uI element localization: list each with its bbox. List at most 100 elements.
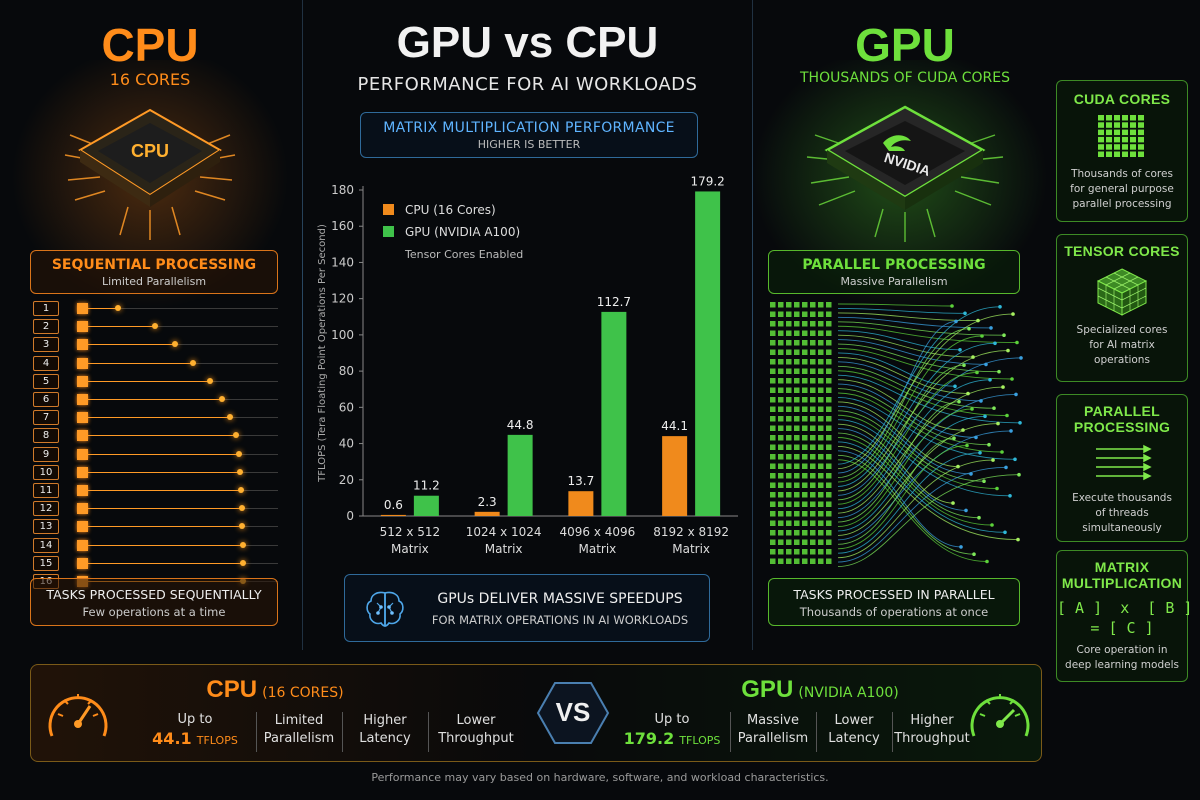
cpu-processing-box: SEQUENTIAL PROCESSING Limited Parallelis… <box>30 250 278 294</box>
thread-dot <box>982 479 986 483</box>
thread-line <box>837 454 975 555</box>
side-card-desc-1: Core operation in <box>1076 644 1168 656</box>
thread-dot <box>975 370 979 375</box>
core-square <box>818 387 824 393</box>
cuda-core-square <box>1098 151 1104 157</box>
cuda-core-square <box>1106 144 1112 150</box>
core-square <box>794 482 800 488</box>
thread-dot <box>951 501 955 505</box>
core-square <box>778 482 784 488</box>
x-tick-label: 4096 x 4096 <box>559 525 635 539</box>
cuda-core-square <box>1114 129 1120 136</box>
task-number: 5 <box>33 373 59 389</box>
core-square <box>786 492 792 498</box>
task-square <box>77 448 88 460</box>
task-number: 10 <box>33 464 59 480</box>
task-progress-line <box>88 544 243 546</box>
task-progress-line <box>88 508 242 510</box>
insight-box: GPUs DELIVER MASSIVE SPEEDUPS FOR MATRIX… <box>344 574 710 642</box>
chart-heading-box: MATRIX MULTIPLICATION PERFORMANCE HIGHER… <box>360 112 698 158</box>
core-square <box>770 378 776 384</box>
cuda-core-square <box>1106 151 1112 157</box>
cuda-grid-icon <box>1098 115 1144 157</box>
stat-line: Latency <box>828 731 880 746</box>
side-card-desc-3: parallel processing <box>1072 198 1172 210</box>
core-square <box>818 435 824 441</box>
core-square <box>826 454 832 460</box>
core-square <box>778 530 784 536</box>
stat-line: Lower <box>456 713 496 728</box>
summary-cpu-title: CPU <box>206 676 258 703</box>
task-number: 11 <box>33 483 59 498</box>
core-square <box>810 416 816 422</box>
legend-swatch <box>383 204 394 215</box>
core-square <box>826 359 832 365</box>
summary-gpu-value: 179.2 <box>623 729 675 748</box>
core-square <box>770 397 776 403</box>
task-dot <box>236 450 242 457</box>
core-square <box>770 387 776 393</box>
summary-gpu-unit: TFLOPS <box>679 734 721 747</box>
thread-dot <box>964 508 968 513</box>
core-square <box>770 416 776 422</box>
side-card-desc-1: Thousands of cores <box>1071 168 1173 180</box>
task-square <box>77 430 88 442</box>
gpu-footer-box: TASKS PROCESSED IN PARALLEL Thousands of… <box>768 578 1020 626</box>
cpu-title: CPU <box>101 19 199 71</box>
core-square <box>826 492 832 498</box>
x-tick-label: Matrix <box>485 542 523 556</box>
thread-line <box>837 303 953 307</box>
thread-dot <box>1014 392 1018 397</box>
thread-line <box>837 342 996 487</box>
bar-value-label: 112.7 <box>597 295 631 309</box>
core-square <box>794 340 800 346</box>
gpu-gauge-icon <box>970 694 1030 737</box>
cpu-bar <box>380 514 406 516</box>
thread-line <box>837 445 1019 541</box>
core-square <box>794 530 800 536</box>
task-dot <box>233 432 239 439</box>
core-square <box>810 492 816 498</box>
core-square <box>818 444 824 450</box>
task-number: 15 <box>33 555 59 571</box>
thread-line <box>837 352 956 387</box>
task-dot <box>152 323 158 330</box>
thread-line <box>837 408 973 527</box>
gpu-bar <box>413 495 439 516</box>
core-square <box>810 359 816 365</box>
core-square <box>818 378 824 384</box>
core-square <box>818 558 824 564</box>
thread-line <box>837 335 983 483</box>
task-square <box>77 339 88 351</box>
stat-line: Lower <box>834 713 874 728</box>
x-tick-label: Matrix <box>672 542 710 556</box>
bar-value-label: 44.1 <box>661 419 688 433</box>
core-square <box>794 406 800 412</box>
core-square <box>802 330 808 336</box>
core-square <box>818 368 824 374</box>
thread-dot <box>1018 421 1022 425</box>
separator <box>256 712 257 752</box>
core-square <box>818 482 824 488</box>
parallel-arrows-icon <box>1096 444 1152 481</box>
bar-value-label: 179.2 <box>690 174 724 188</box>
thread-dot <box>977 515 981 520</box>
core-square <box>778 330 784 336</box>
core-square <box>778 378 784 384</box>
core-square <box>810 473 816 479</box>
y-tick-label: 180 <box>331 183 354 197</box>
core-square <box>778 492 784 498</box>
core-square <box>826 444 832 450</box>
cuda-core-square <box>1122 151 1128 157</box>
task-progress-line <box>88 399 222 400</box>
cuda-core-square <box>1138 122 1144 128</box>
legend-note: Tensor Cores Enabled <box>404 248 523 261</box>
core-square <box>818 416 824 422</box>
thread-line <box>837 474 1020 567</box>
thread-line <box>837 357 1022 496</box>
thread-dot <box>1000 450 1004 454</box>
core-square <box>770 359 776 365</box>
core-square <box>794 368 800 374</box>
core-square <box>802 539 808 545</box>
gpu-chip-icon: NVIDIA <box>806 105 1004 242</box>
